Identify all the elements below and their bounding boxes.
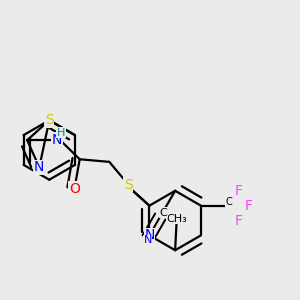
Text: F: F [235, 214, 243, 227]
Text: F: F [245, 199, 253, 213]
Text: S: S [124, 178, 133, 192]
Text: F: F [235, 184, 243, 198]
Text: O: O [69, 182, 80, 196]
Text: N: N [52, 133, 62, 147]
Text: N: N [144, 228, 154, 242]
Text: S: S [45, 113, 54, 127]
Text: C: C [226, 197, 232, 207]
Text: N: N [143, 235, 152, 245]
Text: C: C [160, 208, 167, 218]
Text: CH₃: CH₃ [166, 214, 187, 224]
Text: H: H [57, 128, 65, 138]
Text: N: N [34, 160, 44, 174]
